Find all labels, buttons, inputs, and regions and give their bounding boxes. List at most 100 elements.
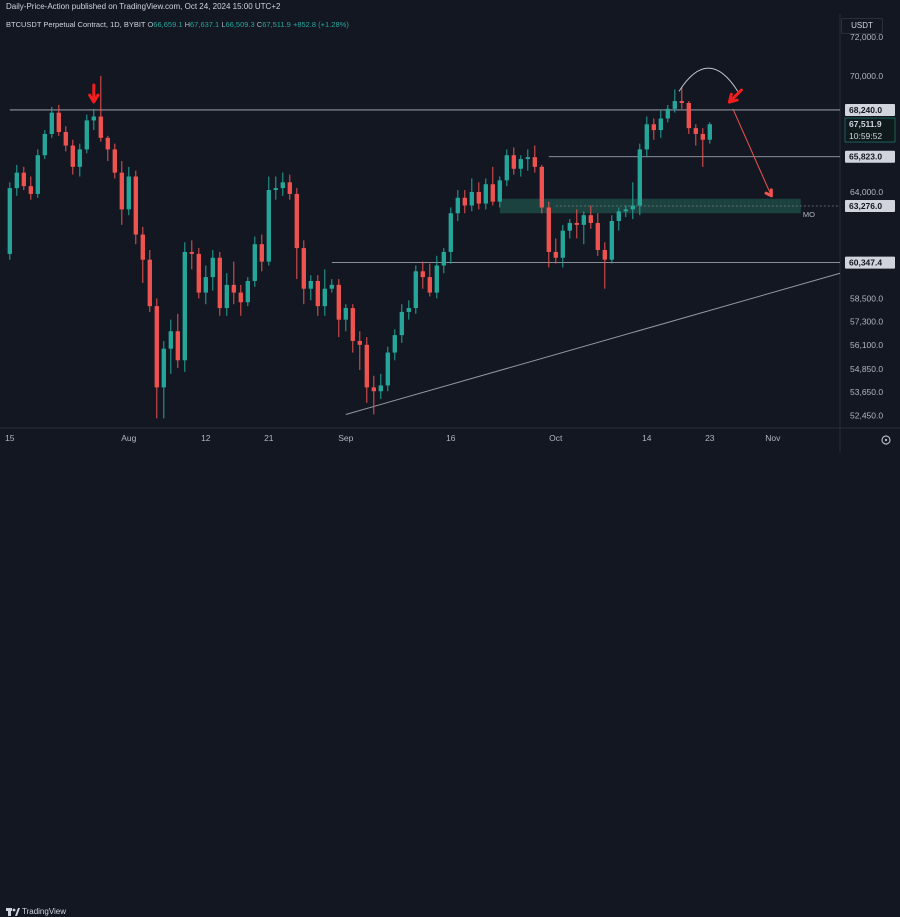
candle-body xyxy=(672,101,677,109)
candle xyxy=(322,269,327,316)
candle xyxy=(49,106,54,138)
candle xyxy=(448,207,453,264)
candle-body xyxy=(665,108,670,119)
candle-body xyxy=(287,182,292,194)
candle-body xyxy=(210,257,215,278)
candle-body xyxy=(14,172,19,189)
candle xyxy=(630,182,635,220)
candle xyxy=(315,275,320,316)
candle-body xyxy=(413,271,418,309)
candle xyxy=(28,176,33,200)
settings-icon[interactable] xyxy=(881,435,891,445)
price-tick-label: 56,100.0 xyxy=(850,340,883,350)
candle-body xyxy=(448,213,453,252)
close-label: C xyxy=(256,20,263,29)
candle xyxy=(651,118,656,140)
candle-body xyxy=(504,155,509,181)
candle-body xyxy=(231,284,236,293)
level-price-badge-bg xyxy=(845,150,895,163)
candle-body xyxy=(224,284,229,309)
low-label: L xyxy=(221,20,226,29)
candle xyxy=(210,250,215,291)
candle-body xyxy=(707,124,712,140)
level-price-badge-bg xyxy=(845,256,895,269)
candle xyxy=(98,75,103,142)
candle xyxy=(518,155,523,177)
level-price-badge-bg xyxy=(845,103,895,116)
candle-body xyxy=(217,257,222,309)
candle xyxy=(112,143,117,179)
candle-body xyxy=(189,251,194,254)
candle-body xyxy=(238,292,243,303)
candle xyxy=(497,176,502,208)
open-value: 66,659.1 xyxy=(153,20,183,29)
candle-body xyxy=(371,387,376,392)
candle-body xyxy=(203,277,208,293)
candle-body xyxy=(385,352,390,386)
candle xyxy=(126,166,131,216)
candle-body xyxy=(252,244,257,281)
candle-body xyxy=(434,265,439,293)
footer-brand: TradingView xyxy=(22,907,67,916)
candle-body xyxy=(329,284,334,289)
candle xyxy=(413,265,418,314)
current-price-badge: 67,511.9 xyxy=(849,119,882,129)
candle xyxy=(385,346,390,392)
candle-body xyxy=(21,172,26,187)
candle xyxy=(84,114,89,154)
candle-body xyxy=(588,215,593,223)
candle-body xyxy=(392,335,397,353)
candle xyxy=(672,89,677,113)
candle-body xyxy=(637,149,642,206)
candle-body xyxy=(602,250,607,260)
settings-icon-center xyxy=(884,438,888,442)
candle xyxy=(483,178,488,210)
annotation-arrowhead-left xyxy=(88,93,100,104)
candle-body xyxy=(490,184,495,202)
candle-body xyxy=(581,215,586,225)
time-tick-label: Sep xyxy=(338,433,353,443)
candle-body xyxy=(616,211,621,221)
candle xyxy=(686,101,691,134)
currency-button[interactable]: USDT xyxy=(841,18,883,34)
candle-body xyxy=(700,133,705,140)
candle-body xyxy=(658,118,663,131)
candle-body xyxy=(399,311,404,336)
candle-body xyxy=(315,280,320,307)
candle-body xyxy=(441,251,446,266)
price-chart[interactable]: MO 72,000.0 70,000.0 64,000.0 58,500.0 57,300… xyxy=(0,0,900,469)
candle xyxy=(539,164,544,214)
candle-body xyxy=(112,149,117,173)
candle xyxy=(231,261,236,305)
candle-body xyxy=(644,124,649,150)
candle-body xyxy=(196,253,201,293)
candle-body xyxy=(518,159,523,169)
candle xyxy=(476,182,481,210)
candle-body xyxy=(105,137,110,150)
candle-body xyxy=(476,191,481,204)
candle xyxy=(252,236,257,287)
candle-body xyxy=(623,209,628,212)
change-value: +852.8 (+1.28%) xyxy=(292,20,349,29)
projection-arrowhead xyxy=(764,188,773,198)
candle xyxy=(133,170,138,245)
price-tick-label: 52,450.0 xyxy=(850,410,883,420)
candle xyxy=(532,145,537,173)
candle xyxy=(336,279,341,338)
candle xyxy=(371,375,376,415)
candle xyxy=(35,149,40,198)
candle xyxy=(644,116,649,158)
candle xyxy=(182,242,187,372)
candle-body xyxy=(462,197,467,206)
candle xyxy=(546,201,551,268)
monthly-open-tag: MO xyxy=(803,210,815,219)
candle xyxy=(693,124,698,146)
candle-body xyxy=(693,128,698,134)
candle-body xyxy=(532,157,537,167)
candle xyxy=(553,238,558,264)
candle xyxy=(707,122,712,144)
candle xyxy=(462,190,467,214)
candle-body xyxy=(553,251,558,258)
publisher-text: Daily-Price-Action published on TradingV… xyxy=(6,2,281,11)
candle-body xyxy=(119,172,124,210)
